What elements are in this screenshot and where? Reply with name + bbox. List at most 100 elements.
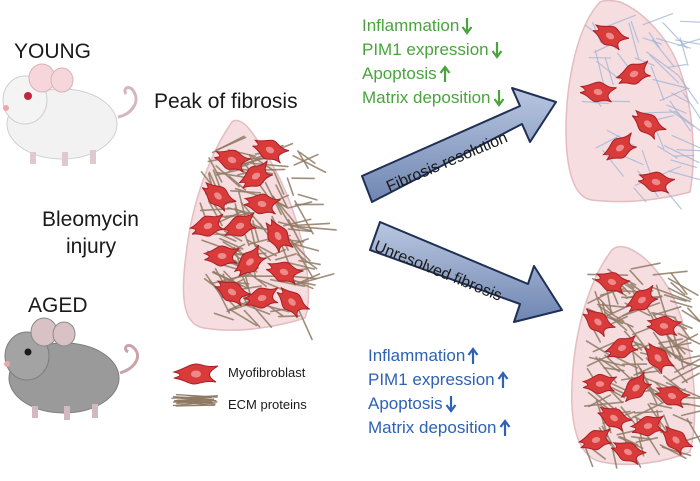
resolution-arrow [361,87,557,203]
ecm-fiber [667,277,699,297]
ecm-fiber [668,287,692,301]
ecm-fiber [652,78,690,90]
ecm-fiber [630,435,652,440]
ecm-fiber [607,315,628,327]
myofibroblast-cell [581,373,618,395]
myofibroblast-cell [615,60,651,85]
ecm-fiber [652,312,677,319]
myofibroblast-cell [238,160,273,190]
ecm-fiber [671,134,700,149]
ecm-fiber [224,280,250,285]
ecm-fiber [633,187,647,203]
arrow-down-icon [461,18,473,35]
ecm-fiber [217,290,231,314]
ecm-fiber [284,234,311,262]
ecm-fiber [619,435,639,446]
ecm-fiber-icon [171,393,219,407]
ecm-fiber [173,395,211,400]
myofibroblast-cell [250,139,290,164]
myofibroblast-cell [581,308,616,338]
aged-item: Matrix deposition [368,416,511,440]
ecm-fiber [629,269,644,286]
ecm-fiber [648,32,660,49]
ecm-fiber [649,402,673,409]
myofibroblast-cell [630,109,667,140]
legend-myofibroblast-label: Myofibroblast [228,365,306,380]
myofibroblast-cell [624,285,659,313]
young-outcome-list: Inflammation PIM1 expression Apoptosis M… [362,14,505,110]
ecm-fiber [634,410,663,414]
ecm-fibers-unresolved [583,262,700,469]
ecm-fiber [669,300,693,308]
ecm-fiber [642,13,674,26]
ecm-fiber [678,354,700,361]
ecm-fiber [677,332,700,346]
myofibroblast-cell [620,371,652,403]
ecm-fiber [581,100,609,105]
myofibroblast-cell [275,286,310,319]
arrow-up-icon [499,419,510,436]
ecm-fiber [650,65,665,101]
myofibroblast-cell [242,287,279,309]
ecm-fiber [275,184,289,209]
ecm-fiber [670,159,697,169]
myofibroblast-cell [643,342,675,374]
ecm-fiber [652,286,691,303]
ecm-fiber [211,135,245,154]
myofibroblast-cell [660,425,694,456]
ecm-fiber [668,170,700,181]
ecm-fiber [296,304,313,341]
ecm-fiber [601,425,616,451]
ecm-fiber [681,309,700,323]
ecm-fiber [585,340,613,358]
myofibroblast-cell-icon [172,363,219,385]
young-item: PIM1 expression [362,38,505,62]
aged-item: PIM1 expression [368,368,511,392]
ecm-fiber [246,239,277,257]
ecm-fiber [596,60,621,80]
ecm-fiber [673,154,695,157]
ecm-fiber [681,372,700,384]
myofibroblast-cell [591,24,630,51]
myofibroblasts-unresolved [577,272,694,465]
ecm-fiber [630,262,661,270]
ecm-fiber [286,177,295,196]
arrow-down-icon [491,42,503,59]
grey-mouse-icon [4,317,139,420]
ecm-fiber [277,221,312,232]
ecm-fiber [666,104,687,114]
ecm-fiber [667,63,687,69]
arrow-down-icon [445,396,457,413]
ecm-fiber [637,364,656,396]
ecm-fiber [270,278,306,288]
myofibroblast-cell [233,244,267,278]
ecm-fiber [227,207,252,215]
ecm-fiber [596,100,631,103]
arrow-down-icon [493,90,504,107]
ecm-fiber [297,150,309,169]
myofibroblast-cell [602,132,637,162]
ecm-fiber [299,151,316,165]
myofibroblast-cell [188,213,225,237]
arrow-up-icon [467,347,479,364]
ecm-fiber [653,115,674,121]
injury-label: injury [66,235,117,258]
myofibroblasts-resolved [578,24,676,194]
ecm-fiber [669,364,700,382]
ecm-fiber [240,201,266,231]
ecm-fiber [663,145,700,164]
ecm-fiber [670,281,686,296]
ecm-fiber [661,446,692,457]
ecm-fiber [596,303,626,309]
ecm-fiber [293,153,319,166]
young-label: YOUNG [14,40,92,63]
ecm-fiber [655,37,691,49]
ecm-fiber [659,88,688,102]
myofibroblast-cell [221,212,257,237]
ecm-fiber [292,154,327,174]
myofibroblast-cell [264,218,294,253]
ecm-fiber [298,225,337,231]
myofibroblast-cell [577,428,612,451]
myofibroblast-cell [629,415,664,437]
